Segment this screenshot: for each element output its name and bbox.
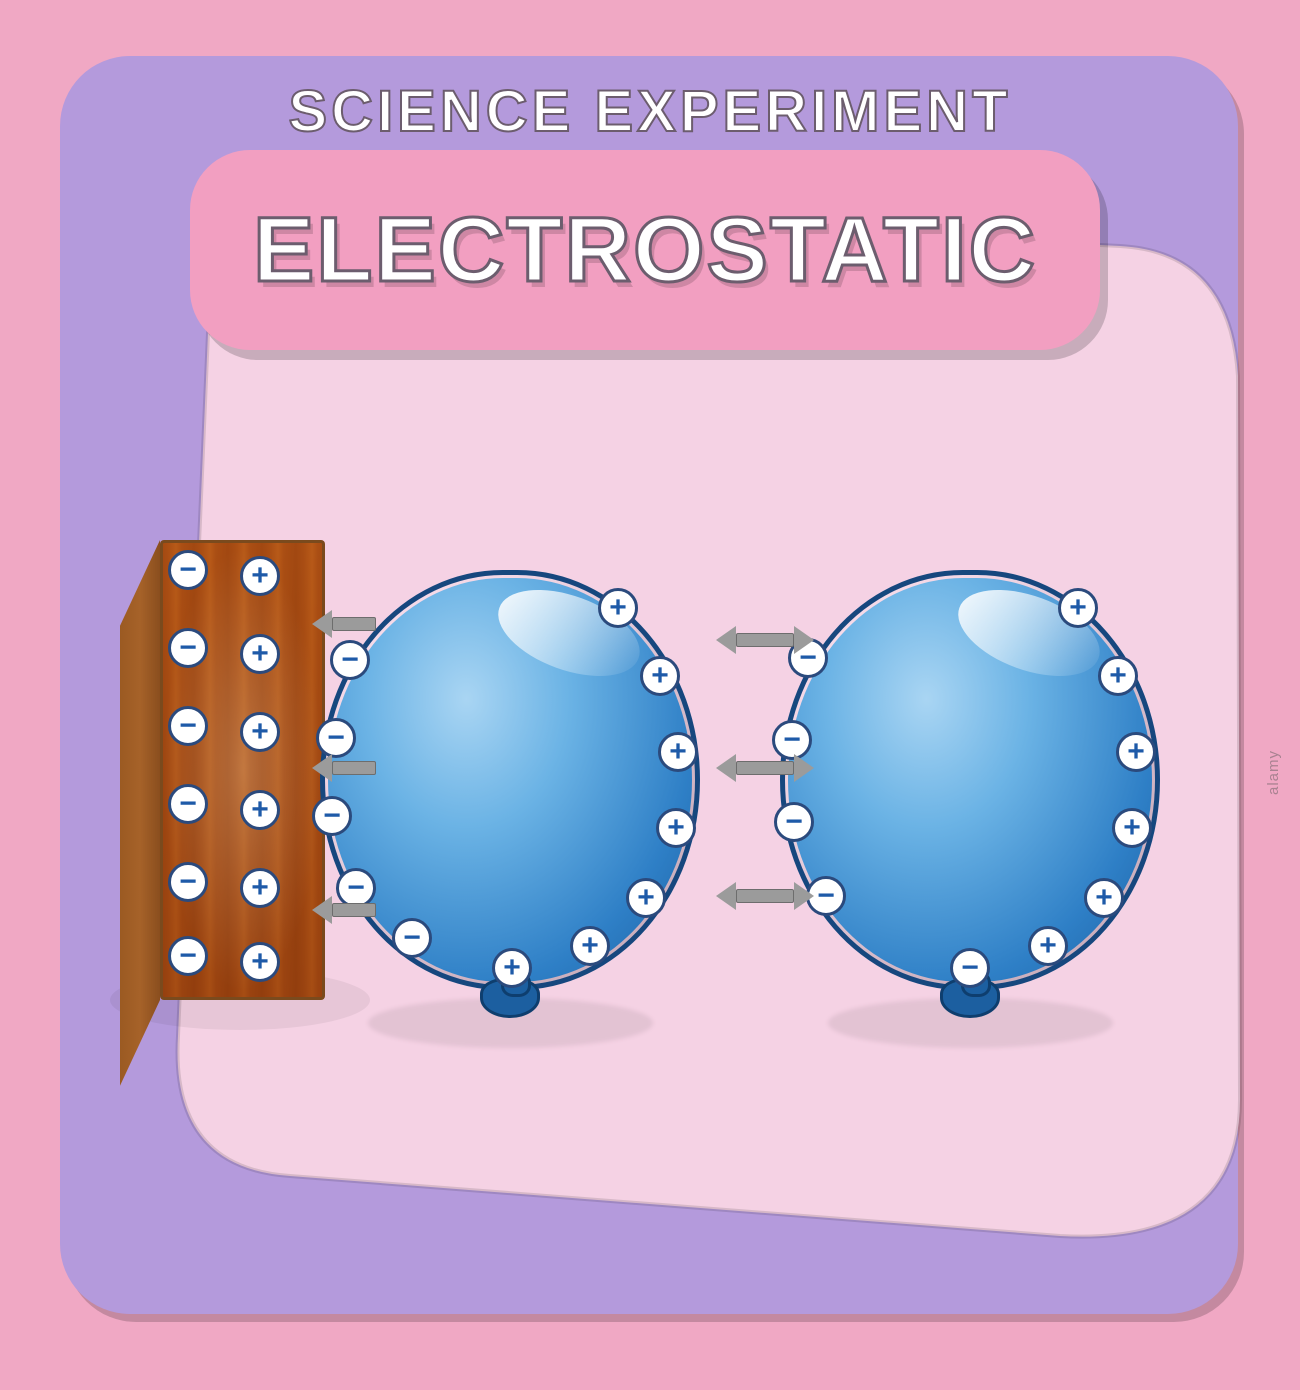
charge-positive-br-6: +	[1116, 732, 1156, 772]
arrow-attract-0	[312, 610, 376, 638]
arrow-attract-2	[312, 896, 376, 924]
charge-positive-bl-9: +	[626, 878, 666, 918]
subtitle-text: SCIENCE EXPERIMENT	[240, 78, 1060, 145]
charge-negative-bl-0: −	[330, 640, 370, 680]
title-text: ELECTROSTATIC	[253, 198, 1037, 303]
charge-negative-br-10: −	[950, 948, 990, 988]
charge-negative-br-2: −	[774, 802, 814, 842]
charge-positive-bl-7: +	[658, 732, 698, 772]
charge-positive-br-9: +	[1028, 926, 1068, 966]
wall-side	[120, 540, 160, 1086]
charge-positive-wall-5: +	[240, 712, 280, 752]
charge-positive-bl-8: +	[656, 808, 696, 848]
charge-positive-bl-10: +	[570, 926, 610, 966]
charge-negative-wall-2: −	[168, 628, 208, 668]
arrow-repel-0	[716, 626, 814, 654]
balloon-left-body	[320, 570, 700, 990]
charge-positive-br-7: +	[1112, 808, 1152, 848]
charge-negative-wall-4: −	[168, 706, 208, 746]
charge-positive-bl-5: +	[598, 588, 638, 628]
balloon-right-body	[780, 570, 1160, 990]
watermark-text: alamy	[1265, 750, 1282, 795]
charge-positive-bl-11: +	[492, 948, 532, 988]
wall-face	[160, 540, 325, 1000]
charge-negative-bl-2: −	[312, 796, 352, 836]
charge-positive-br-5: +	[1098, 656, 1138, 696]
charge-negative-bl-4: −	[392, 918, 432, 958]
charge-positive-wall-3: +	[240, 634, 280, 674]
charge-negative-wall-0: −	[168, 550, 208, 590]
arrow-repel-2	[716, 882, 814, 910]
arrow-repel-1	[716, 754, 814, 782]
charge-positive-wall-11: +	[240, 942, 280, 982]
charge-negative-wall-6: −	[168, 784, 208, 824]
charge-positive-wall-9: +	[240, 868, 280, 908]
charge-positive-wall-1: +	[240, 556, 280, 596]
charge-negative-wall-10: −	[168, 936, 208, 976]
charge-positive-br-4: +	[1058, 588, 1098, 628]
charge-positive-br-8: +	[1084, 878, 1124, 918]
charge-negative-wall-8: −	[168, 862, 208, 902]
charge-negative-bl-1: −	[316, 718, 356, 758]
charge-positive-bl-6: +	[640, 656, 680, 696]
title-pill: ELECTROSTATIC	[190, 150, 1100, 350]
arrow-attract-1	[312, 754, 376, 782]
diagram-area: −+−+−+−+−+−+−−−−−+++++++−−−−++++++−	[120, 500, 1180, 1100]
charge-positive-wall-7: +	[240, 790, 280, 830]
